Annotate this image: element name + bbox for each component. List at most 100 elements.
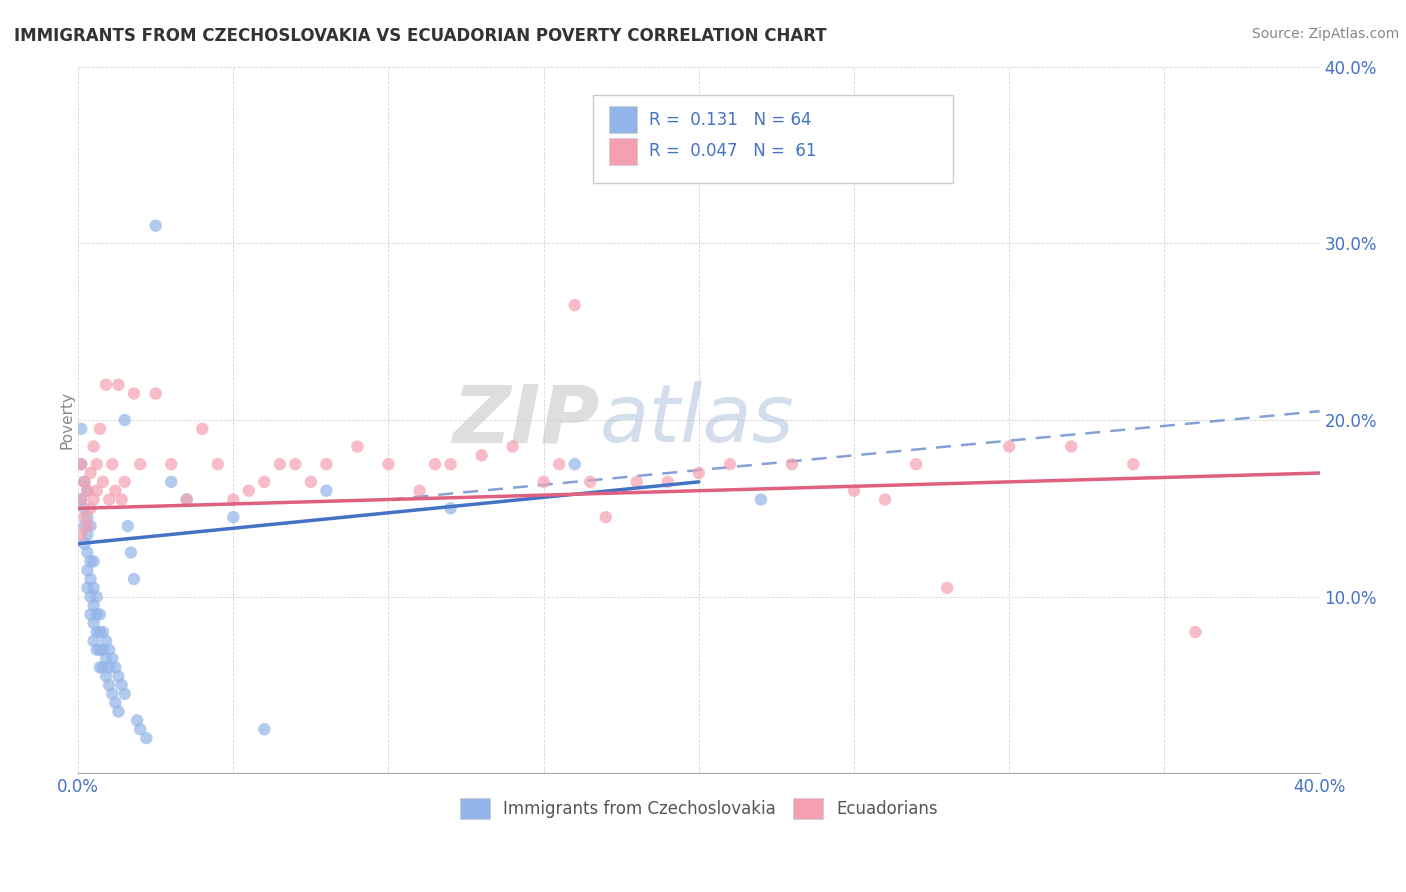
Point	[73, 501, 96, 516]
Point	[176, 492, 198, 507]
Point	[70, 492, 93, 507]
Point	[377, 457, 399, 471]
Point	[269, 457, 291, 471]
Point	[94, 633, 117, 648]
Point	[91, 475, 114, 489]
Point	[548, 457, 571, 471]
Bar	[609, 106, 637, 133]
Point	[101, 651, 124, 665]
Point	[70, 457, 93, 471]
Point	[98, 678, 121, 692]
Point	[79, 554, 101, 568]
Text: atlas: atlas	[599, 381, 794, 459]
Point	[76, 581, 98, 595]
Point	[564, 298, 586, 312]
Point	[86, 457, 108, 471]
Point	[657, 475, 679, 489]
Point	[176, 492, 198, 507]
Point	[346, 440, 368, 454]
Point	[89, 422, 111, 436]
Point	[114, 687, 136, 701]
Point	[94, 377, 117, 392]
Point	[207, 457, 229, 471]
Point	[94, 651, 117, 665]
Point	[76, 510, 98, 524]
Point	[408, 483, 430, 498]
Point	[998, 440, 1021, 454]
Point	[222, 510, 245, 524]
Point	[253, 723, 276, 737]
Point	[83, 581, 105, 595]
Point	[76, 545, 98, 559]
FancyBboxPatch shape	[593, 95, 953, 183]
Point	[91, 642, 114, 657]
Text: Source: ZipAtlas.com: Source: ZipAtlas.com	[1251, 27, 1399, 41]
Point	[160, 475, 183, 489]
Text: R =  0.131   N = 64: R = 0.131 N = 64	[650, 111, 811, 128]
Point	[439, 457, 461, 471]
Point	[79, 607, 101, 622]
Point	[780, 457, 803, 471]
Point	[73, 510, 96, 524]
Text: R =  0.047   N =  61: R = 0.047 N = 61	[650, 143, 817, 161]
Point	[79, 519, 101, 533]
Point	[94, 669, 117, 683]
Point	[70, 457, 93, 471]
Point	[253, 475, 276, 489]
Point	[101, 687, 124, 701]
Y-axis label: Poverty: Poverty	[59, 391, 75, 449]
Point	[79, 466, 101, 480]
Point	[120, 545, 142, 559]
Point	[471, 448, 494, 462]
Point	[104, 483, 127, 498]
Point	[1184, 625, 1206, 640]
Point	[129, 457, 152, 471]
Bar	[609, 138, 637, 165]
Point	[595, 510, 617, 524]
Point	[688, 466, 710, 480]
Point	[89, 607, 111, 622]
Point	[564, 457, 586, 471]
Point	[83, 554, 105, 568]
Point	[73, 475, 96, 489]
Point	[135, 731, 157, 745]
Point	[107, 669, 129, 683]
Point	[533, 475, 555, 489]
Point	[749, 492, 772, 507]
Point	[73, 537, 96, 551]
Point	[502, 440, 524, 454]
Point	[73, 519, 96, 533]
Point	[91, 625, 114, 640]
Point	[101, 457, 124, 471]
Point	[76, 528, 98, 542]
Point	[89, 642, 111, 657]
Point	[160, 457, 183, 471]
Point	[76, 483, 98, 498]
Point	[222, 492, 245, 507]
Point	[145, 386, 167, 401]
Point	[86, 642, 108, 657]
Point	[98, 642, 121, 657]
Point	[86, 590, 108, 604]
Point	[626, 475, 648, 489]
Point	[91, 660, 114, 674]
Point	[122, 386, 145, 401]
Text: ZIP: ZIP	[453, 381, 599, 459]
Point	[79, 501, 101, 516]
Point	[70, 422, 93, 436]
Point	[79, 572, 101, 586]
Point	[718, 457, 741, 471]
Point	[299, 475, 322, 489]
Point	[104, 696, 127, 710]
Point	[86, 483, 108, 498]
Point	[86, 607, 108, 622]
Point	[86, 625, 108, 640]
Point	[98, 492, 121, 507]
Point	[127, 714, 149, 728]
Point	[114, 413, 136, 427]
Point	[83, 633, 105, 648]
Point	[439, 501, 461, 516]
Point	[315, 457, 337, 471]
Point	[98, 660, 121, 674]
Point	[129, 723, 152, 737]
